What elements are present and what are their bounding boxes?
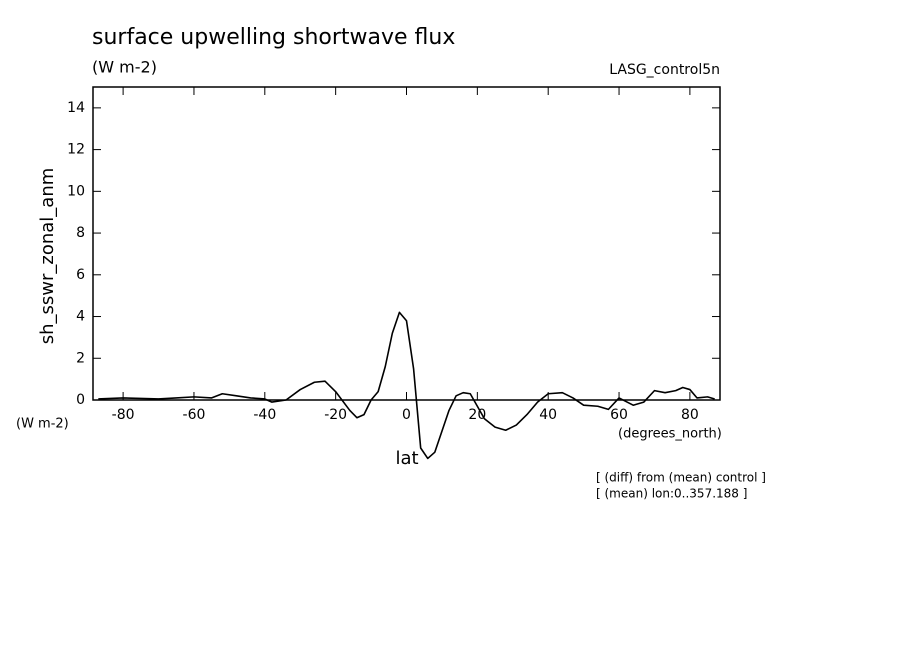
x-tick-label: -80 <box>112 407 135 423</box>
y-tick-label: 2 <box>76 350 85 366</box>
x-tick-label: -20 <box>324 407 347 423</box>
chart-subtitle: (W m-2) <box>92 58 157 77</box>
chart-title: surface upwelling shortwave flux <box>92 25 455 50</box>
note: [ (mean) lon:0..357.188 ] <box>596 487 747 501</box>
x-tick-label: -40 <box>253 407 276 423</box>
y-tick-label: 14 <box>67 100 85 116</box>
y-axis-label: sh_sswr_zonal_anm <box>37 168 58 345</box>
note: [ (diff) from (mean) control ] <box>596 471 766 485</box>
data-line <box>98 311 715 460</box>
x-axis-label: lat <box>395 448 418 469</box>
dataset-label: LASG_control5n <box>609 62 720 78</box>
y-tick-label: 0 <box>76 392 85 408</box>
x-tick-label: 60 <box>610 407 628 423</box>
plot-frame <box>92 86 721 401</box>
y-tick-label: 6 <box>76 267 85 283</box>
x-tick-label: -60 <box>183 407 206 423</box>
y-tick-label: 12 <box>67 142 85 158</box>
y-tick-label: 10 <box>67 183 85 199</box>
y-tick-label: 8 <box>76 225 85 241</box>
x-tick-label: 20 <box>468 407 486 423</box>
x-tick-label: 40 <box>539 407 557 423</box>
y-unit: (W m-2) <box>16 417 69 432</box>
y-tick-label: 4 <box>76 309 85 325</box>
x-unit: (degrees_north) <box>618 427 722 442</box>
x-tick-label: 80 <box>681 407 699 423</box>
x-tick-label: 0 <box>402 407 411 423</box>
